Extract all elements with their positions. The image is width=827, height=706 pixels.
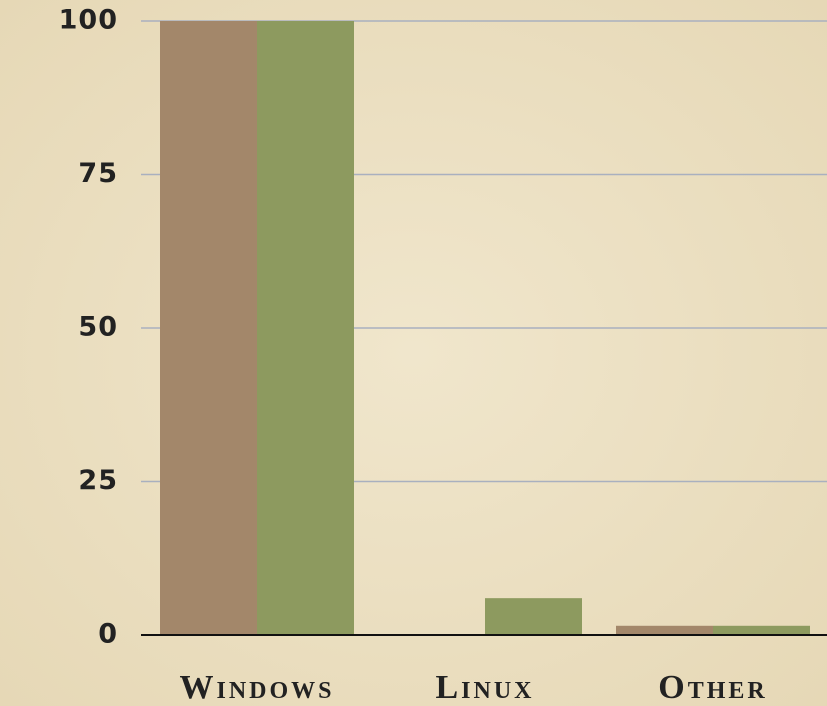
bar (485, 598, 582, 635)
bar (713, 625, 810, 635)
bar (160, 21, 257, 635)
x-tick-label: Other (658, 669, 767, 706)
bar (257, 21, 354, 635)
y-tick-label: 75 (78, 158, 118, 189)
y-tick-label: 25 (78, 465, 118, 496)
x-tick-label: Linux (435, 669, 534, 706)
bar (616, 625, 713, 635)
y-tick-label: 100 (59, 5, 118, 36)
x-tick-label: Windows (179, 669, 334, 706)
y-tick-label: 0 (98, 619, 118, 650)
y-tick-label: 50 (78, 312, 118, 343)
